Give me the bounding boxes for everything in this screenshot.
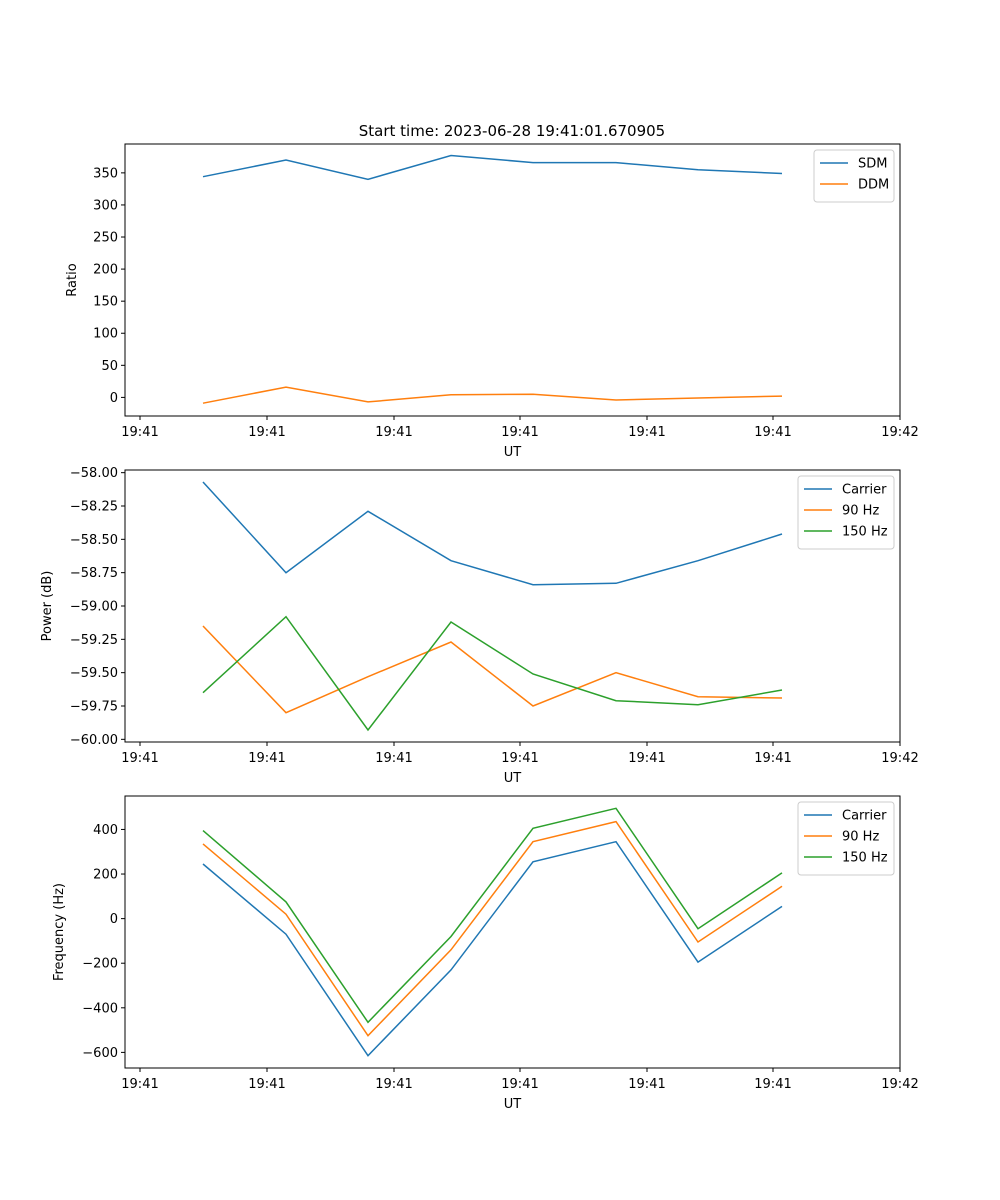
y-tick-label: 250 bbox=[93, 231, 118, 246]
y-tick-label: −58.50 bbox=[70, 533, 118, 548]
legend: Carrier 90 Hz 150 Hz bbox=[797, 475, 895, 550]
x-tick-label: 19:41 bbox=[628, 751, 665, 766]
y-axis-label: Ratio bbox=[65, 263, 80, 296]
series-line-1 bbox=[202, 154, 783, 181]
y-tick-label: −59.25 bbox=[70, 633, 118, 648]
y-tick-label: −400 bbox=[82, 1001, 118, 1016]
y-tick-label: −60.00 bbox=[70, 733, 118, 748]
y-tick-label: −58.25 bbox=[70, 500, 118, 515]
legend-label: 90 Hz bbox=[842, 504, 879, 519]
chart-panel-2: 19:41 19:41 19:41 19:41 19:41 19:41 19:42 −60.0… bbox=[40, 466, 919, 786]
x-tick-label: 19:42 bbox=[881, 1077, 918, 1092]
x-tick-label: 19:41 bbox=[754, 425, 791, 440]
x-tick-label: 19:41 bbox=[754, 1077, 791, 1092]
legend: Carrier 90 Hz 150 Hz bbox=[797, 801, 895, 876]
y-tick-label: −58.00 bbox=[70, 466, 118, 481]
legend-label: DDM bbox=[858, 178, 889, 193]
x-axis-label: UT bbox=[504, 1097, 522, 1112]
x-tick-label: 19:41 bbox=[121, 1077, 158, 1092]
legend-label: SDM bbox=[858, 157, 887, 172]
y-tick-label: −600 bbox=[82, 1046, 118, 1061]
series-line-2 bbox=[202, 625, 783, 714]
x-tick-label: 19:41 bbox=[375, 1077, 412, 1092]
y-tick-label: −59.75 bbox=[70, 700, 118, 715]
y-tick-label: 100 bbox=[93, 327, 118, 342]
x-tick-label: 19:42 bbox=[881, 425, 918, 440]
panels: 19:41 19:41 19:41 19:41 19:41 19:41 19:42 0 50 10… bbox=[40, 143, 919, 1112]
y-tick-label: 200 bbox=[93, 868, 118, 883]
x-tick-label: 19:41 bbox=[628, 1077, 665, 1092]
legend-label: Carrier bbox=[842, 483, 887, 498]
y-tick-label: 200 bbox=[93, 263, 118, 278]
x-tick-label: 19:41 bbox=[121, 425, 158, 440]
y-tick-label: −59.50 bbox=[70, 666, 118, 681]
x-tick-label: 19:41 bbox=[628, 425, 665, 440]
y-tick-label: 150 bbox=[93, 295, 118, 310]
y-tick-label: −59.00 bbox=[70, 600, 118, 615]
series-line-3 bbox=[202, 807, 783, 1024]
y-tick-label: 0 bbox=[110, 391, 118, 406]
legend-label: 90 Hz bbox=[842, 830, 879, 845]
x-tick-label: 19:41 bbox=[501, 1077, 538, 1092]
axes-frame bbox=[124, 143, 901, 417]
series-line-3 bbox=[202, 615, 783, 732]
y-tick-label: 50 bbox=[101, 359, 118, 374]
x-axis-label: UT bbox=[504, 771, 522, 786]
x-tick-label: 19:41 bbox=[501, 751, 538, 766]
y-tick-label: 300 bbox=[93, 198, 118, 213]
x-tick-label: 19:41 bbox=[375, 751, 412, 766]
x-tick-label: 19:41 bbox=[375, 425, 412, 440]
x-tick-label: 19:41 bbox=[501, 425, 538, 440]
x-tick-label: 19:41 bbox=[121, 751, 158, 766]
axes-frame bbox=[124, 795, 901, 1069]
legend-label: 150 Hz bbox=[842, 525, 888, 540]
series-line-1 bbox=[202, 840, 783, 1057]
y-axis-label: Frequency (Hz) bbox=[52, 883, 67, 981]
figure-title: Start time: 2023-06-28 19:41:01.670905 bbox=[359, 122, 665, 140]
x-axis-label: UT bbox=[504, 445, 522, 460]
chart-panel-3: 19:41 19:41 19:41 19:41 19:41 19:41 19:42 −600 −… bbox=[52, 795, 919, 1112]
y-axis-label: Power (dB) bbox=[40, 571, 55, 642]
x-tick-label: 19:41 bbox=[248, 751, 285, 766]
y-tick-label: 350 bbox=[93, 166, 118, 181]
y-tick-label: −58.75 bbox=[70, 566, 118, 581]
series-line-2 bbox=[202, 386, 783, 404]
x-tick-label: 19:41 bbox=[248, 425, 285, 440]
x-tick-label: 19:41 bbox=[754, 751, 791, 766]
chart-panel-1: 19:41 19:41 19:41 19:41 19:41 19:41 19:42 0 50 10… bbox=[65, 143, 919, 460]
x-tick-label: 19:41 bbox=[248, 1077, 285, 1092]
y-tick-label: 400 bbox=[93, 823, 118, 838]
y-tick-label: 0 bbox=[110, 912, 118, 927]
series-line-2 bbox=[202, 820, 783, 1037]
series-line-1 bbox=[202, 481, 783, 586]
legend-label: 150 Hz bbox=[842, 851, 888, 866]
y-tick-label: −200 bbox=[82, 957, 118, 972]
legend-label: Carrier bbox=[842, 809, 887, 824]
x-tick-label: 19:42 bbox=[881, 751, 918, 766]
legend: SDM DDM bbox=[813, 149, 895, 203]
